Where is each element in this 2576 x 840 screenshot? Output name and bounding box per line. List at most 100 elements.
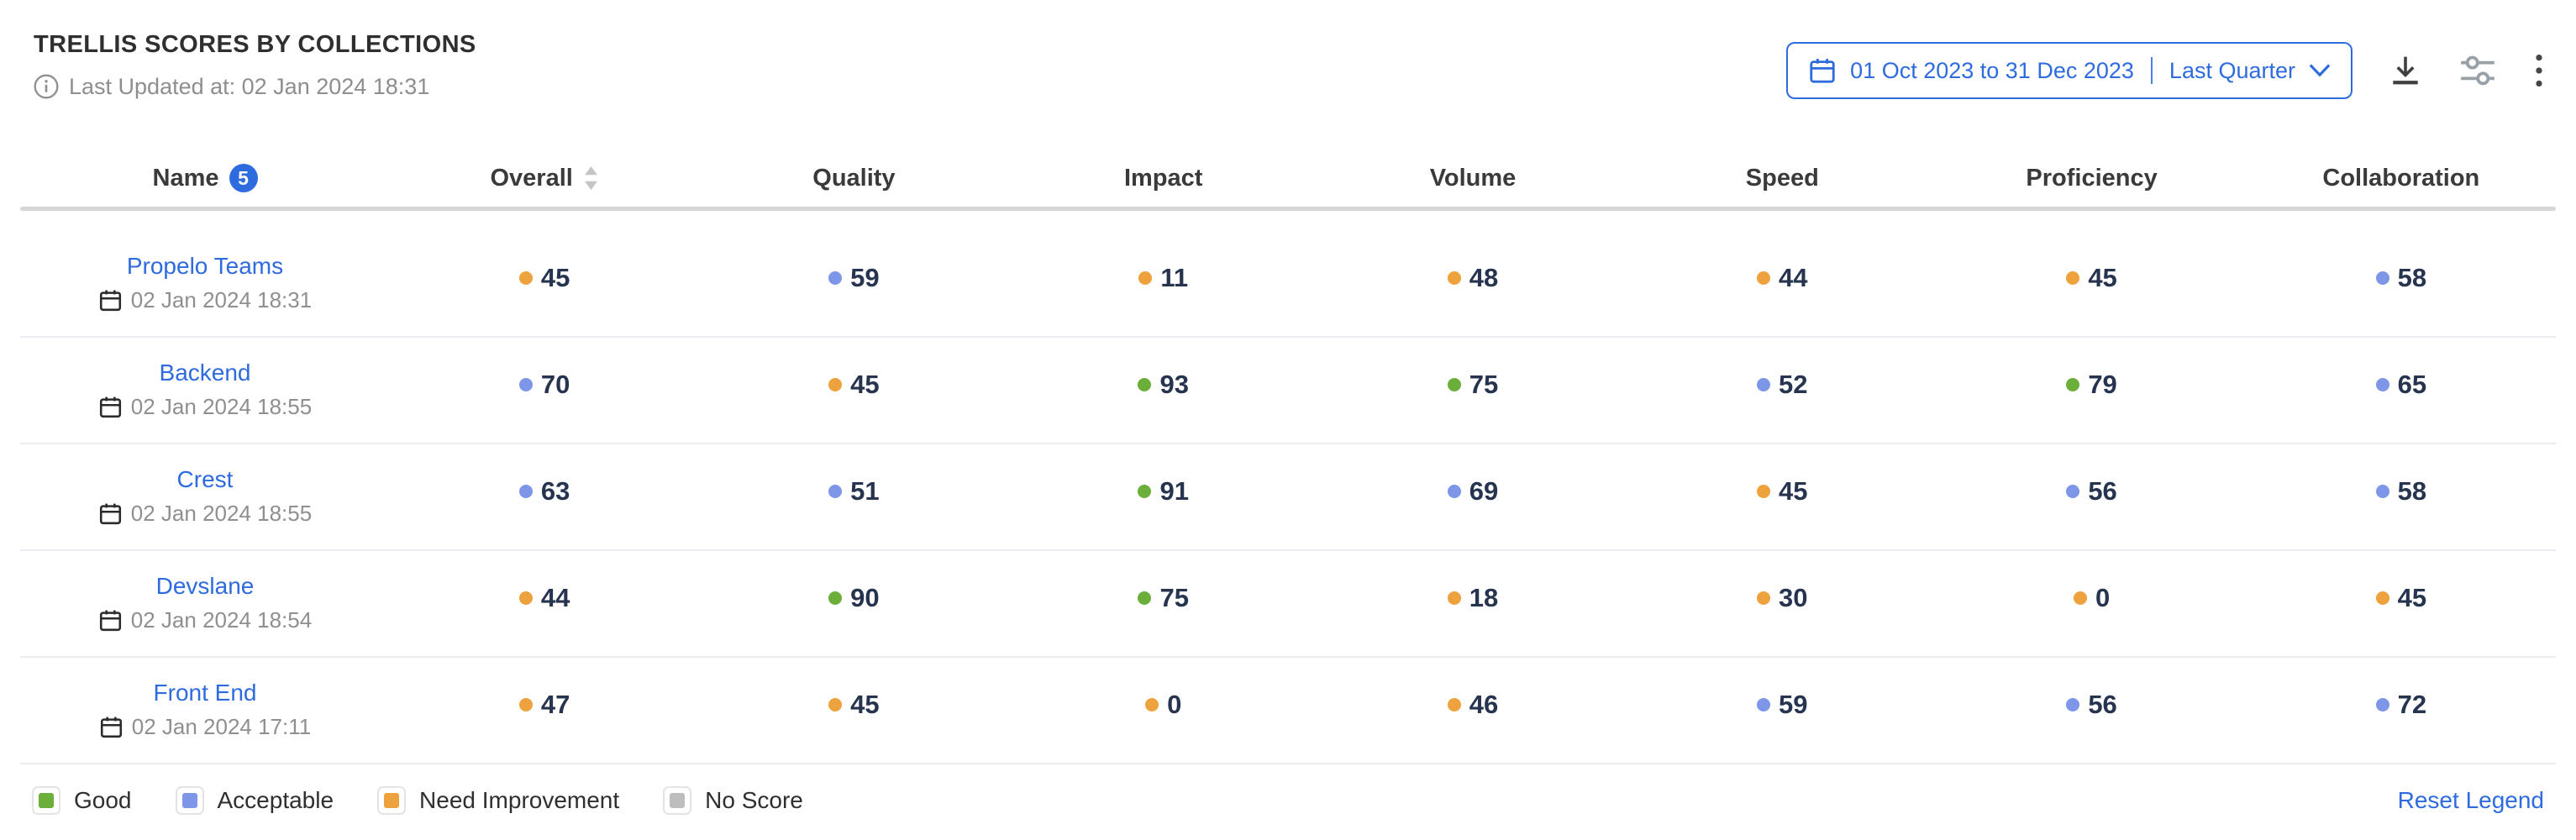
score-cell-speed: 45 (1627, 444, 1937, 549)
score-cell-impact: 75 (1009, 551, 1318, 656)
score-value: 69 (1469, 475, 1499, 506)
reset-legend-link[interactable]: Reset Legend (2397, 786, 2544, 813)
row-date-text: 02 Jan 2024 18:31 (130, 287, 313, 312)
widget-header: TRELLIS SCORES BY COLLECTIONS Last Updat… (0, 0, 2576, 99)
legend-item-good[interactable]: Good (32, 785, 132, 815)
collection-link[interactable]: Crest (176, 466, 234, 492)
row-date: 02 Jan 2024 18:55 (98, 501, 312, 527)
date-range-picker[interactable]: 01 Oct 2023 to 31 Dec 2023 Last Quarter (1786, 42, 2353, 99)
more-options-button[interactable] (2532, 52, 2546, 89)
collection-link[interactable]: Propelo Teams (126, 253, 284, 279)
score-cell-overall: 47 (390, 658, 699, 763)
legend-item-label: Acceptable (217, 786, 334, 813)
score-dot (1757, 270, 1771, 285)
download-button[interactable] (2388, 53, 2423, 88)
score-cell-speed: 30 (1627, 551, 1937, 656)
chevron-down-icon (2309, 64, 2331, 77)
table-body: Propelo Teams 02 Jan 2024 18:31 45 59 11… (20, 211, 2556, 764)
score-value: 30 (1779, 582, 1808, 612)
table-header: Name 5 Overall Quality Impact Volume Spe… (20, 150, 2556, 207)
score-cell-volume: 69 (1318, 444, 1627, 549)
score-value: 59 (850, 262, 880, 292)
score-dot (1447, 270, 1461, 285)
score-value: 58 (2397, 262, 2427, 292)
name-cell: Backend 02 Jan 2024 18:55 (20, 338, 390, 443)
title-block: TRELLIS SCORES BY COLLECTIONS Last Updat… (34, 30, 476, 99)
score-cell-speed: 52 (1627, 338, 1937, 443)
legend-swatch (384, 792, 400, 808)
collection-link[interactable]: Front End (153, 680, 257, 706)
score-dot (518, 484, 533, 498)
score-cell-quality: 51 (699, 444, 1008, 549)
legend-item-no_score[interactable]: No Score (663, 785, 803, 815)
name-cell: Crest 02 Jan 2024 18:55 (20, 444, 390, 549)
column-label-overall: Overall (490, 164, 573, 192)
legend-checkbox[interactable] (32, 785, 60, 815)
row-date: 02 Jan 2024 18:31 (98, 287, 312, 313)
download-icon (2393, 56, 2418, 85)
score-value: 58 (2397, 475, 2427, 506)
score-dot (1138, 484, 1152, 498)
score-cell-collaboration: 65 (2247, 338, 2556, 443)
column-header-collaboration: Collaboration (2247, 165, 2556, 192)
score-cell-proficiency: 56 (1937, 658, 2246, 763)
row-date-text: 02 Jan 2024 18:54 (130, 607, 313, 633)
score-value: 11 (1160, 262, 1189, 292)
calendar-icon (100, 717, 122, 738)
score-value: 45 (2397, 582, 2427, 612)
score-value: 91 (1159, 475, 1189, 506)
score-value: 79 (2088, 369, 2117, 399)
score-dot (1757, 484, 1771, 498)
name-cell: Front End 02 Jan 2024 17:11 (20, 658, 390, 763)
score-value: 56 (2088, 475, 2117, 506)
column-header-quality: Quality (699, 165, 1008, 192)
score-cell-volume: 75 (1318, 338, 1627, 443)
widget-settings-button[interactable] (2458, 53, 2497, 88)
score-value: 63 (540, 475, 570, 506)
legend-checkbox[interactable] (663, 785, 692, 815)
column-label-name: Name (152, 164, 219, 192)
scores-table: Name 5 Overall Quality Impact Volume Spe… (20, 150, 2556, 836)
sort-icon[interactable] (583, 165, 599, 191)
collection-link[interactable]: Backend (159, 360, 251, 386)
score-value: 51 (850, 475, 880, 506)
header-divider (20, 207, 2556, 211)
collection-link[interactable]: Devslane (155, 573, 255, 599)
score-cell-quality: 90 (699, 551, 1008, 656)
legend-item-label: No Score (705, 786, 803, 813)
table-row: Backend 02 Jan 2024 18:55 70 45 93 75 52… (20, 338, 2556, 444)
score-dot (828, 377, 843, 391)
table-row: Devslane 02 Jan 2024 18:54 44 90 75 18 3… (20, 551, 2556, 658)
name-cell: Propelo Teams 02 Jan 2024 18:31 (20, 231, 390, 336)
column-header-proficiency: Proficiency (1937, 165, 2246, 192)
score-value: 45 (540, 262, 570, 292)
legend-swatch (39, 792, 54, 808)
table-row: Front End 02 Jan 2024 17:11 47 45 0 46 5… (20, 658, 2556, 764)
score-value: 75 (1159, 582, 1189, 612)
column-header-overall[interactable]: Overall (390, 165, 699, 192)
score-value: 90 (850, 582, 880, 612)
column-label-speed: Speed (1745, 164, 1819, 192)
name-cell: Devslane 02 Jan 2024 18:54 (20, 551, 390, 656)
column-label-quality: Quality (812, 164, 896, 192)
score-cell-overall: 70 (390, 338, 699, 443)
legend-checkbox[interactable] (175, 785, 204, 815)
score-value: 70 (540, 369, 570, 399)
score-value: 44 (1779, 262, 1808, 292)
score-value: 18 (1469, 582, 1499, 612)
legend-item-need_improvement[interactable]: Need Improvement (377, 785, 619, 815)
score-cell-impact: 0 (1009, 658, 1318, 763)
score-cell-proficiency: 56 (1937, 444, 2246, 549)
score-dot (518, 697, 533, 711)
score-dot (2066, 377, 2080, 391)
legend-item-acceptable[interactable]: Acceptable (175, 785, 334, 815)
score-cell-quality: 45 (699, 658, 1008, 763)
column-label-volume: Volume (1429, 164, 1517, 192)
score-dot (2375, 484, 2389, 498)
score-dot (1447, 484, 1461, 498)
score-value: 45 (850, 369, 880, 399)
info-icon (34, 74, 59, 99)
legend-checkbox[interactable] (377, 785, 407, 815)
column-header-speed: Speed (1627, 165, 1937, 192)
